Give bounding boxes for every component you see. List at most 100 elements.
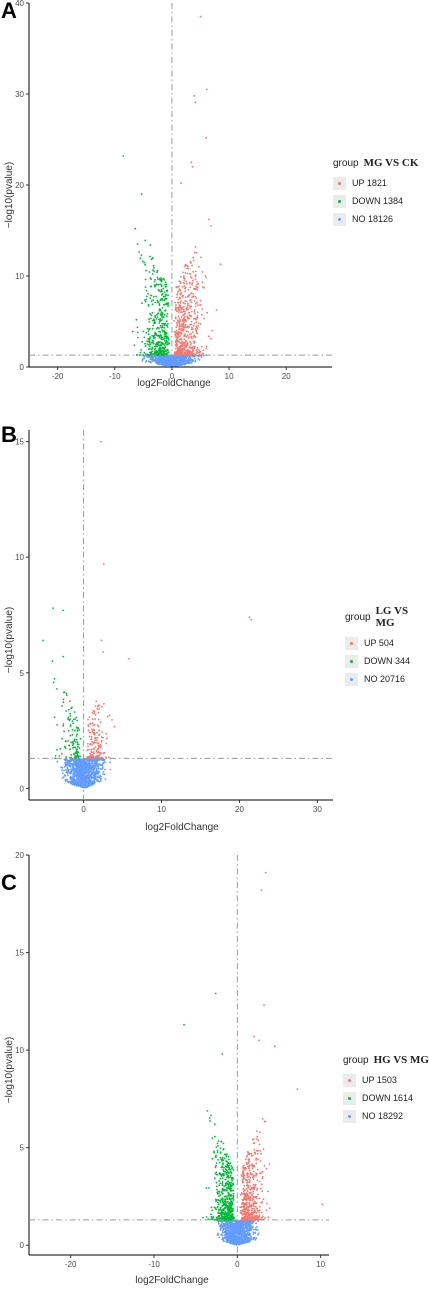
point-no-c — [219, 1225, 221, 1228]
point-no-c — [221, 1238, 224, 1241]
point-down-a — [164, 309, 166, 312]
point-down-b — [73, 711, 76, 713]
point-down-a — [148, 318, 151, 321]
point-up-a — [182, 275, 185, 278]
point-down-a — [153, 266, 155, 269]
point-up-a — [196, 328, 199, 330]
y-tick-label-a: 20 — [15, 181, 24, 190]
point-no-a — [141, 360, 144, 362]
point-down-a — [152, 334, 155, 337]
point-no-a — [160, 363, 163, 366]
legend-text-up-a: UP 1821 — [352, 178, 387, 188]
point-no-b — [92, 777, 94, 779]
point-up-a — [197, 304, 200, 306]
point-down-a — [153, 337, 155, 340]
point-no-c — [240, 1226, 243, 1229]
point-down-a — [152, 324, 155, 327]
point-up-c — [248, 1178, 251, 1181]
point-no-a — [173, 360, 175, 363]
point-up-a — [179, 337, 182, 340]
point-down-b — [65, 692, 68, 695]
point-up-a — [177, 285, 180, 288]
point-up-a — [192, 270, 195, 273]
point-no-c — [232, 1228, 235, 1230]
point-up-a — [176, 321, 178, 324]
legend-key-no-b — [345, 672, 358, 686]
point-up-c — [246, 1188, 248, 1190]
point-up-a — [189, 340, 191, 343]
point-up-b — [96, 748, 99, 750]
point-no-b — [89, 779, 91, 782]
point-up-a — [184, 318, 187, 321]
point-up-b — [87, 729, 90, 732]
point-up-c — [254, 1151, 256, 1154]
point-up-a — [210, 225, 212, 227]
point-up-a — [175, 286, 178, 289]
point-no-b — [61, 772, 64, 774]
point-down-a — [158, 303, 161, 305]
point-up-a — [184, 272, 187, 274]
point-down-a — [158, 346, 161, 349]
point-no-b — [66, 760, 69, 762]
point-no-a — [182, 361, 185, 363]
point-no-b — [80, 780, 83, 782]
point-no-c — [228, 1222, 230, 1225]
point-no-b — [75, 773, 78, 776]
point-down-a — [150, 294, 152, 297]
point-no-b — [74, 779, 76, 782]
point-up-c — [251, 1199, 254, 1202]
point-no-c — [244, 1234, 247, 1236]
point-up-a — [195, 330, 198, 333]
point-down-b — [76, 726, 78, 729]
point-up-b — [100, 639, 103, 642]
point-down-a — [162, 346, 165, 349]
point-down-a — [164, 350, 167, 353]
point-up-a — [210, 337, 212, 340]
point-up-a — [194, 101, 197, 104]
point-up-a — [188, 352, 191, 355]
point-up-c — [262, 1148, 265, 1151]
point-down-b — [75, 738, 78, 741]
point-up-b — [88, 716, 91, 718]
point-up-c — [248, 1164, 251, 1166]
legend-key-up-b — [345, 636, 358, 650]
point-up-b — [100, 741, 103, 743]
point-up-b — [91, 740, 93, 743]
point-up-a — [192, 256, 195, 259]
point-no-b — [79, 760, 82, 763]
point-no-c — [241, 1240, 244, 1242]
point-no-a — [177, 360, 180, 363]
point-no-c — [216, 1234, 219, 1236]
point-down-a — [164, 283, 167, 286]
point-down-b — [54, 757, 56, 760]
point-down-a — [145, 298, 148, 301]
point-no-b — [83, 773, 86, 776]
point-down-a — [164, 342, 167, 345]
point-up-c — [251, 1214, 254, 1216]
point-no-c — [226, 1221, 229, 1224]
point-down-a — [157, 278, 159, 280]
point-no-a — [149, 361, 152, 364]
point-no-c — [234, 1239, 237, 1241]
legend-item-up-a: UP 1821 — [333, 175, 418, 191]
point-down-b — [68, 718, 71, 720]
point-down-b — [77, 755, 80, 758]
point-no-b — [95, 761, 97, 764]
point-up-a — [179, 289, 181, 292]
point-no-a — [163, 358, 166, 361]
x-tick-label-a: -10 — [109, 372, 121, 381]
point-up-a — [187, 289, 190, 291]
point-down-b — [65, 756, 68, 758]
point-up-c — [251, 1209, 254, 1212]
point-no-b — [79, 778, 82, 781]
point-down-a — [162, 348, 165, 350]
point-up-a — [184, 296, 187, 298]
point-no-b — [81, 783, 83, 786]
point-down-a — [153, 348, 156, 351]
legend-dot-down-a — [338, 199, 341, 203]
point-down-a — [135, 318, 138, 321]
point-no-b — [71, 783, 74, 786]
point-no-c — [216, 1232, 219, 1235]
point-down-a — [151, 327, 154, 330]
point-up-a — [193, 300, 196, 302]
